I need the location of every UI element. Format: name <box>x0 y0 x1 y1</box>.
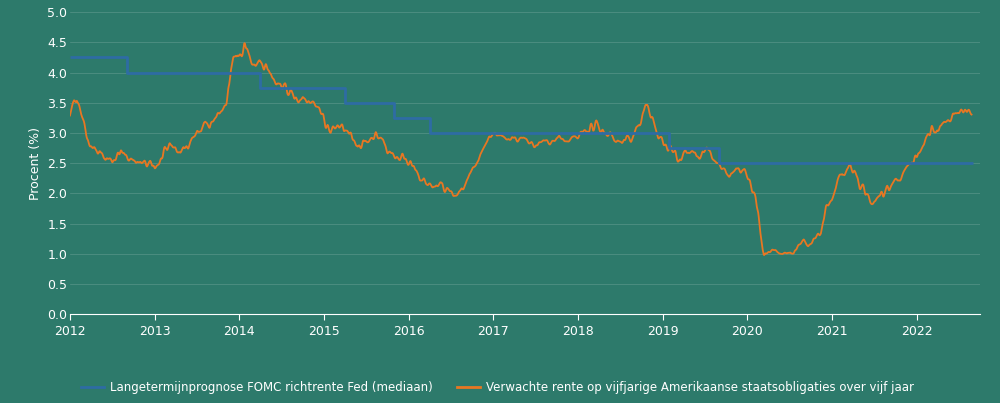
Y-axis label: Procent (%): Procent (%) <box>29 127 42 200</box>
Legend: Langetermijnprognose FOMC richtrente Fed (mediaan), Verwachte rente op vijfjarig: Langetermijnprognose FOMC richtrente Fed… <box>76 377 919 399</box>
